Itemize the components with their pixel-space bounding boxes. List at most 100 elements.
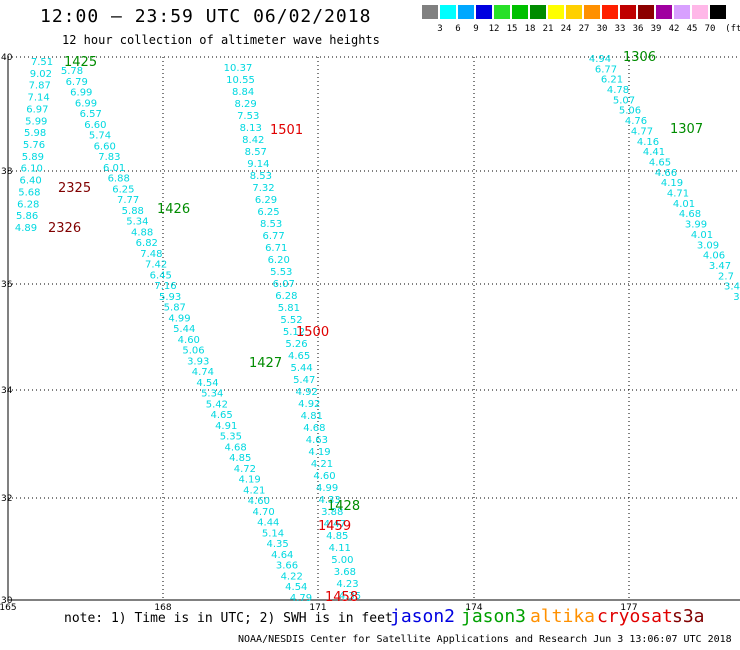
scale-label: 12	[488, 24, 500, 34]
wave-height-value: 4.85	[229, 453, 251, 464]
wave-height-value: 4.19	[308, 447, 330, 458]
wave-height-value: 4.76	[625, 116, 647, 127]
wave-height-value: 7.83	[98, 152, 120, 163]
scale-swatch	[692, 5, 708, 19]
lat-tick-label: 32	[1, 494, 12, 504]
lon-tick-label: 168	[154, 603, 171, 613]
wave-height-value: 5.44	[173, 324, 195, 335]
scale-swatch	[674, 5, 690, 19]
wave-height-value: 5.52	[280, 315, 302, 326]
wave-height-value: 6.88	[108, 174, 130, 185]
scale-swatch	[530, 5, 546, 19]
wave-height-value: 4.89	[15, 223, 37, 234]
scale-swatch	[602, 5, 618, 19]
wave-height-value: 4.60	[313, 471, 335, 482]
wave-height-value: 4.60	[248, 496, 270, 507]
wave-height-value: 7.87	[29, 81, 51, 92]
wave-height-value: 5.88	[122, 206, 144, 217]
wave-height-value: 10.37	[224, 63, 253, 74]
wave-height-value: 6.28	[275, 291, 297, 302]
lon-tick-label: 171	[309, 603, 326, 613]
wave-height-value: 4.99	[168, 313, 190, 324]
map-title: 12:00 – 23:59 UTC 06/02/2018	[40, 6, 372, 27]
wave-height-value: 5.74	[89, 131, 111, 142]
scale-swatch	[494, 5, 510, 19]
wave-height-value: 4.78	[607, 85, 629, 96]
wave-height-value: 4.68	[303, 423, 325, 434]
scale-label: 9	[473, 24, 479, 34]
wave-height-value: 4.23	[336, 579, 358, 590]
wave-height-value: 7.32	[252, 183, 274, 194]
scale-swatch	[512, 5, 528, 19]
legend-item-altika: altika	[530, 606, 596, 627]
wave-height-value: 5.34	[201, 389, 223, 400]
scale-swatch	[638, 5, 654, 19]
footnote: note: 1) Time is in UTC; 2) SWH is in fe…	[64, 611, 393, 626]
wave-height-value: 6.10	[21, 164, 43, 175]
wave-height-value: 9.02	[30, 69, 52, 80]
wave-height-value: 4.81	[301, 411, 323, 422]
lon-tick-label: 174	[465, 603, 482, 613]
wave-height-value: 9.14	[247, 159, 269, 170]
wave-height-value: 6.77	[262, 231, 284, 242]
wave-height-value: 7.77	[117, 195, 139, 206]
wave-height-value: 5.78	[61, 66, 83, 77]
wave-height-value: 3.68	[334, 567, 356, 578]
wave-height-value: 6.29	[255, 195, 277, 206]
wave-height-value: 6.45	[150, 270, 172, 281]
wave-height-value: 6.21	[601, 75, 623, 86]
scale-label: 30	[596, 24, 608, 34]
wave-height-value: 3.	[733, 292, 740, 303]
wave-height-value: 8.84	[232, 87, 254, 98]
pass-time-label: 1500	[296, 325, 329, 340]
wave-height-value: 5.53	[270, 267, 292, 278]
wave-height-value: 5.07	[613, 95, 635, 106]
wave-height-value: 6.79	[66, 77, 88, 88]
wave-height-value: 6.07	[273, 279, 295, 290]
wave-height-value: 4.60	[178, 335, 200, 346]
wave-height-value: 4.44	[257, 518, 279, 529]
lat-tick-label: 30	[1, 596, 13, 606]
scale-label: 39	[650, 24, 662, 34]
legend-item-s3a: s3a	[672, 606, 705, 627]
scale-label: 33	[614, 24, 626, 34]
wave-height-value: 8.57	[245, 147, 267, 158]
wave-height-value: 4.19	[661, 178, 683, 189]
pass-time-label: 1426	[157, 202, 190, 217]
wave-height-value: 5.89	[22, 152, 44, 163]
pass-time-label: 1428	[327, 499, 360, 514]
wave-height-value: 7.16	[154, 281, 176, 292]
pass-time-label: 1458	[325, 590, 358, 605]
wave-height-value: 7.53	[237, 111, 259, 122]
map-grid	[7, 56, 740, 601]
pass-time-label: 1459	[318, 519, 351, 534]
wave-height-value: 4.19	[238, 475, 260, 486]
wave-height-value: 8.53	[260, 219, 282, 230]
scale-label: 27	[578, 24, 590, 34]
scale-unit: (ft)	[725, 24, 740, 34]
wave-height-value: 4.64	[271, 550, 293, 561]
wave-height-value: 4.71	[667, 189, 689, 200]
scale-swatch	[620, 5, 636, 19]
wave-height-value: 3.93	[187, 356, 209, 367]
scale-label: 18	[524, 24, 536, 34]
wave-height-value: 4.94	[589, 54, 611, 65]
wave-height-value: 6.28	[17, 199, 39, 210]
wave-height-value: 4.88	[131, 227, 153, 238]
wave-height-value: 6.57	[80, 109, 102, 120]
wave-height-value: 4.21	[311, 459, 333, 470]
wave-height-value: 6.82	[136, 238, 158, 249]
wave-height-value: 2.7	[718, 271, 734, 282]
wave-height-value: 5.87	[164, 303, 186, 314]
wave-height-value: 4.72	[234, 464, 256, 475]
wave-height-value: 4.35	[266, 539, 288, 550]
wave-height-value: 7.51	[31, 57, 53, 68]
wave-height-value: 4.85	[326, 531, 348, 542]
wave-height-value: 4.01	[691, 230, 713, 241]
scale-swatch	[458, 5, 474, 19]
wave-height-value: 5.00	[331, 555, 353, 566]
wave-height-value: 7.14	[27, 93, 49, 104]
wave-height-value: 5.98	[24, 128, 46, 139]
wave-height-value: 4.68	[679, 209, 701, 220]
wave-height-value: 4.68	[224, 442, 246, 453]
